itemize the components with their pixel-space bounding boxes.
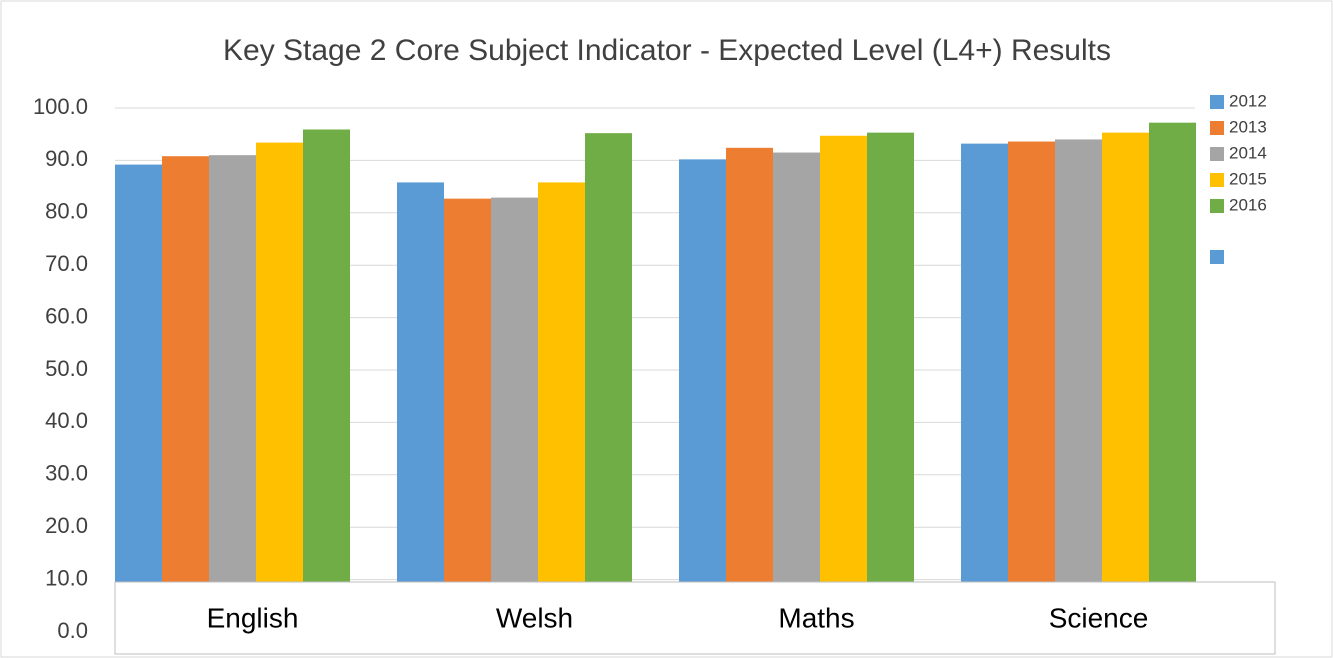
bar	[773, 152, 820, 633]
bar	[726, 147, 773, 632]
y-tick-label: 50.0	[45, 356, 88, 381]
bar	[867, 132, 914, 633]
bar	[961, 143, 1008, 632]
x-tick-label: Science	[1049, 602, 1149, 633]
y-tick-label: 30.0	[45, 461, 88, 486]
y-tick-label: 90.0	[45, 146, 88, 171]
bar	[585, 133, 632, 633]
bar	[1055, 139, 1102, 632]
legend-swatch	[1210, 147, 1224, 161]
legend-label: 2016	[1229, 195, 1267, 214]
y-tick-label: 0.0	[57, 618, 88, 643]
legend-swatch	[1210, 250, 1224, 264]
bar	[538, 182, 585, 632]
x-tick-label: Welsh	[496, 602, 573, 633]
y-tick-label: 70.0	[45, 251, 88, 276]
bar	[1149, 122, 1196, 632]
y-tick-label: 40.0	[45, 408, 88, 433]
y-tick-label: 20.0	[45, 513, 88, 538]
bar	[115, 164, 162, 633]
bar	[820, 135, 867, 632]
y-tick-label: 80.0	[45, 199, 88, 224]
y-tick-label: 100.0	[33, 94, 88, 119]
bar	[679, 159, 726, 633]
bar	[209, 155, 256, 632]
legend-label: 2012	[1229, 91, 1267, 110]
legend-swatch	[1210, 173, 1224, 187]
bar	[444, 198, 491, 633]
chart-title: Key Stage 2 Core Subject Indicator - Exp…	[223, 34, 1111, 67]
x-tick-label: Maths	[778, 602, 854, 633]
legend-swatch	[1210, 95, 1224, 109]
legend-label: 2015	[1229, 169, 1267, 188]
bar	[491, 197, 538, 632]
bar	[1102, 132, 1149, 633]
bar	[256, 142, 303, 633]
bar	[162, 156, 209, 632]
category-box	[114, 581, 1276, 655]
y-tick-label: 10.0	[45, 565, 88, 590]
legend-swatch	[1210, 121, 1224, 135]
legend-label: 2013	[1229, 117, 1267, 136]
x-tick-label: English	[207, 602, 299, 633]
legend-swatch	[1210, 199, 1224, 213]
y-tick-label: 60.0	[45, 303, 88, 328]
bar	[303, 129, 350, 632]
legend-label: 2014	[1229, 143, 1267, 162]
plot-area: 0.0 10.0 20.0 30.0 40.0 50.0 60.0 70.0 80.0 90.0 1…	[33, 91, 1276, 655]
bar	[397, 182, 444, 632]
bar	[1008, 141, 1055, 632]
